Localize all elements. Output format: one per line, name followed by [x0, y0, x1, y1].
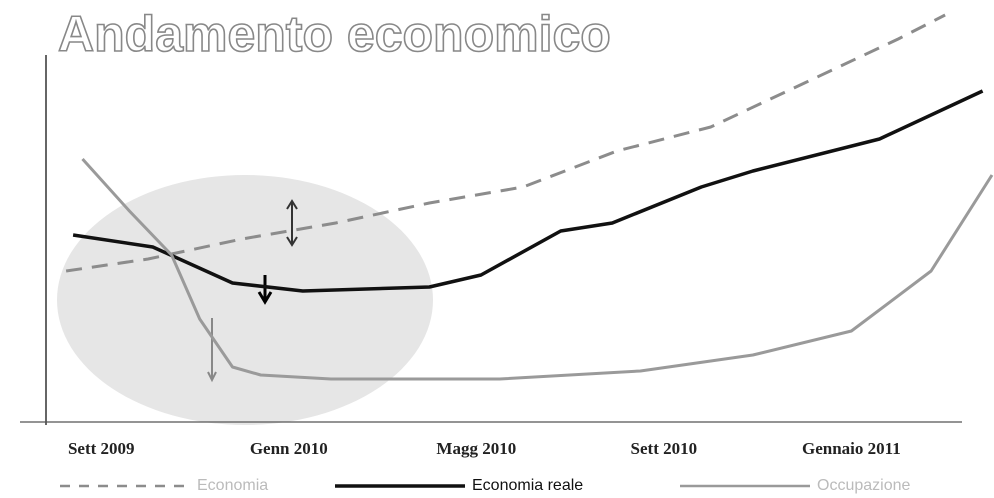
x-tick-label: Sett 2009 [68, 439, 135, 458]
x-tick-label: Gennaio 2011 [802, 439, 901, 458]
series-line [81, 157, 994, 381]
x-tick-label: Sett 2010 [631, 439, 698, 458]
legend-label: Economia [197, 477, 268, 494]
arrow-head [207, 371, 217, 383]
highlight-ellipse [57, 175, 433, 425]
arrow-head [257, 291, 273, 305]
x-tick-label: Magg 2010 [436, 439, 516, 458]
chart-title: Andamento economico [58, 6, 611, 62]
legend-label: Economia reale [472, 477, 583, 494]
arrow-head [286, 199, 298, 247]
legend-label: Occupazione [817, 477, 910, 494]
x-tick-label: Genn 2010 [250, 439, 328, 458]
series-line [72, 89, 984, 293]
